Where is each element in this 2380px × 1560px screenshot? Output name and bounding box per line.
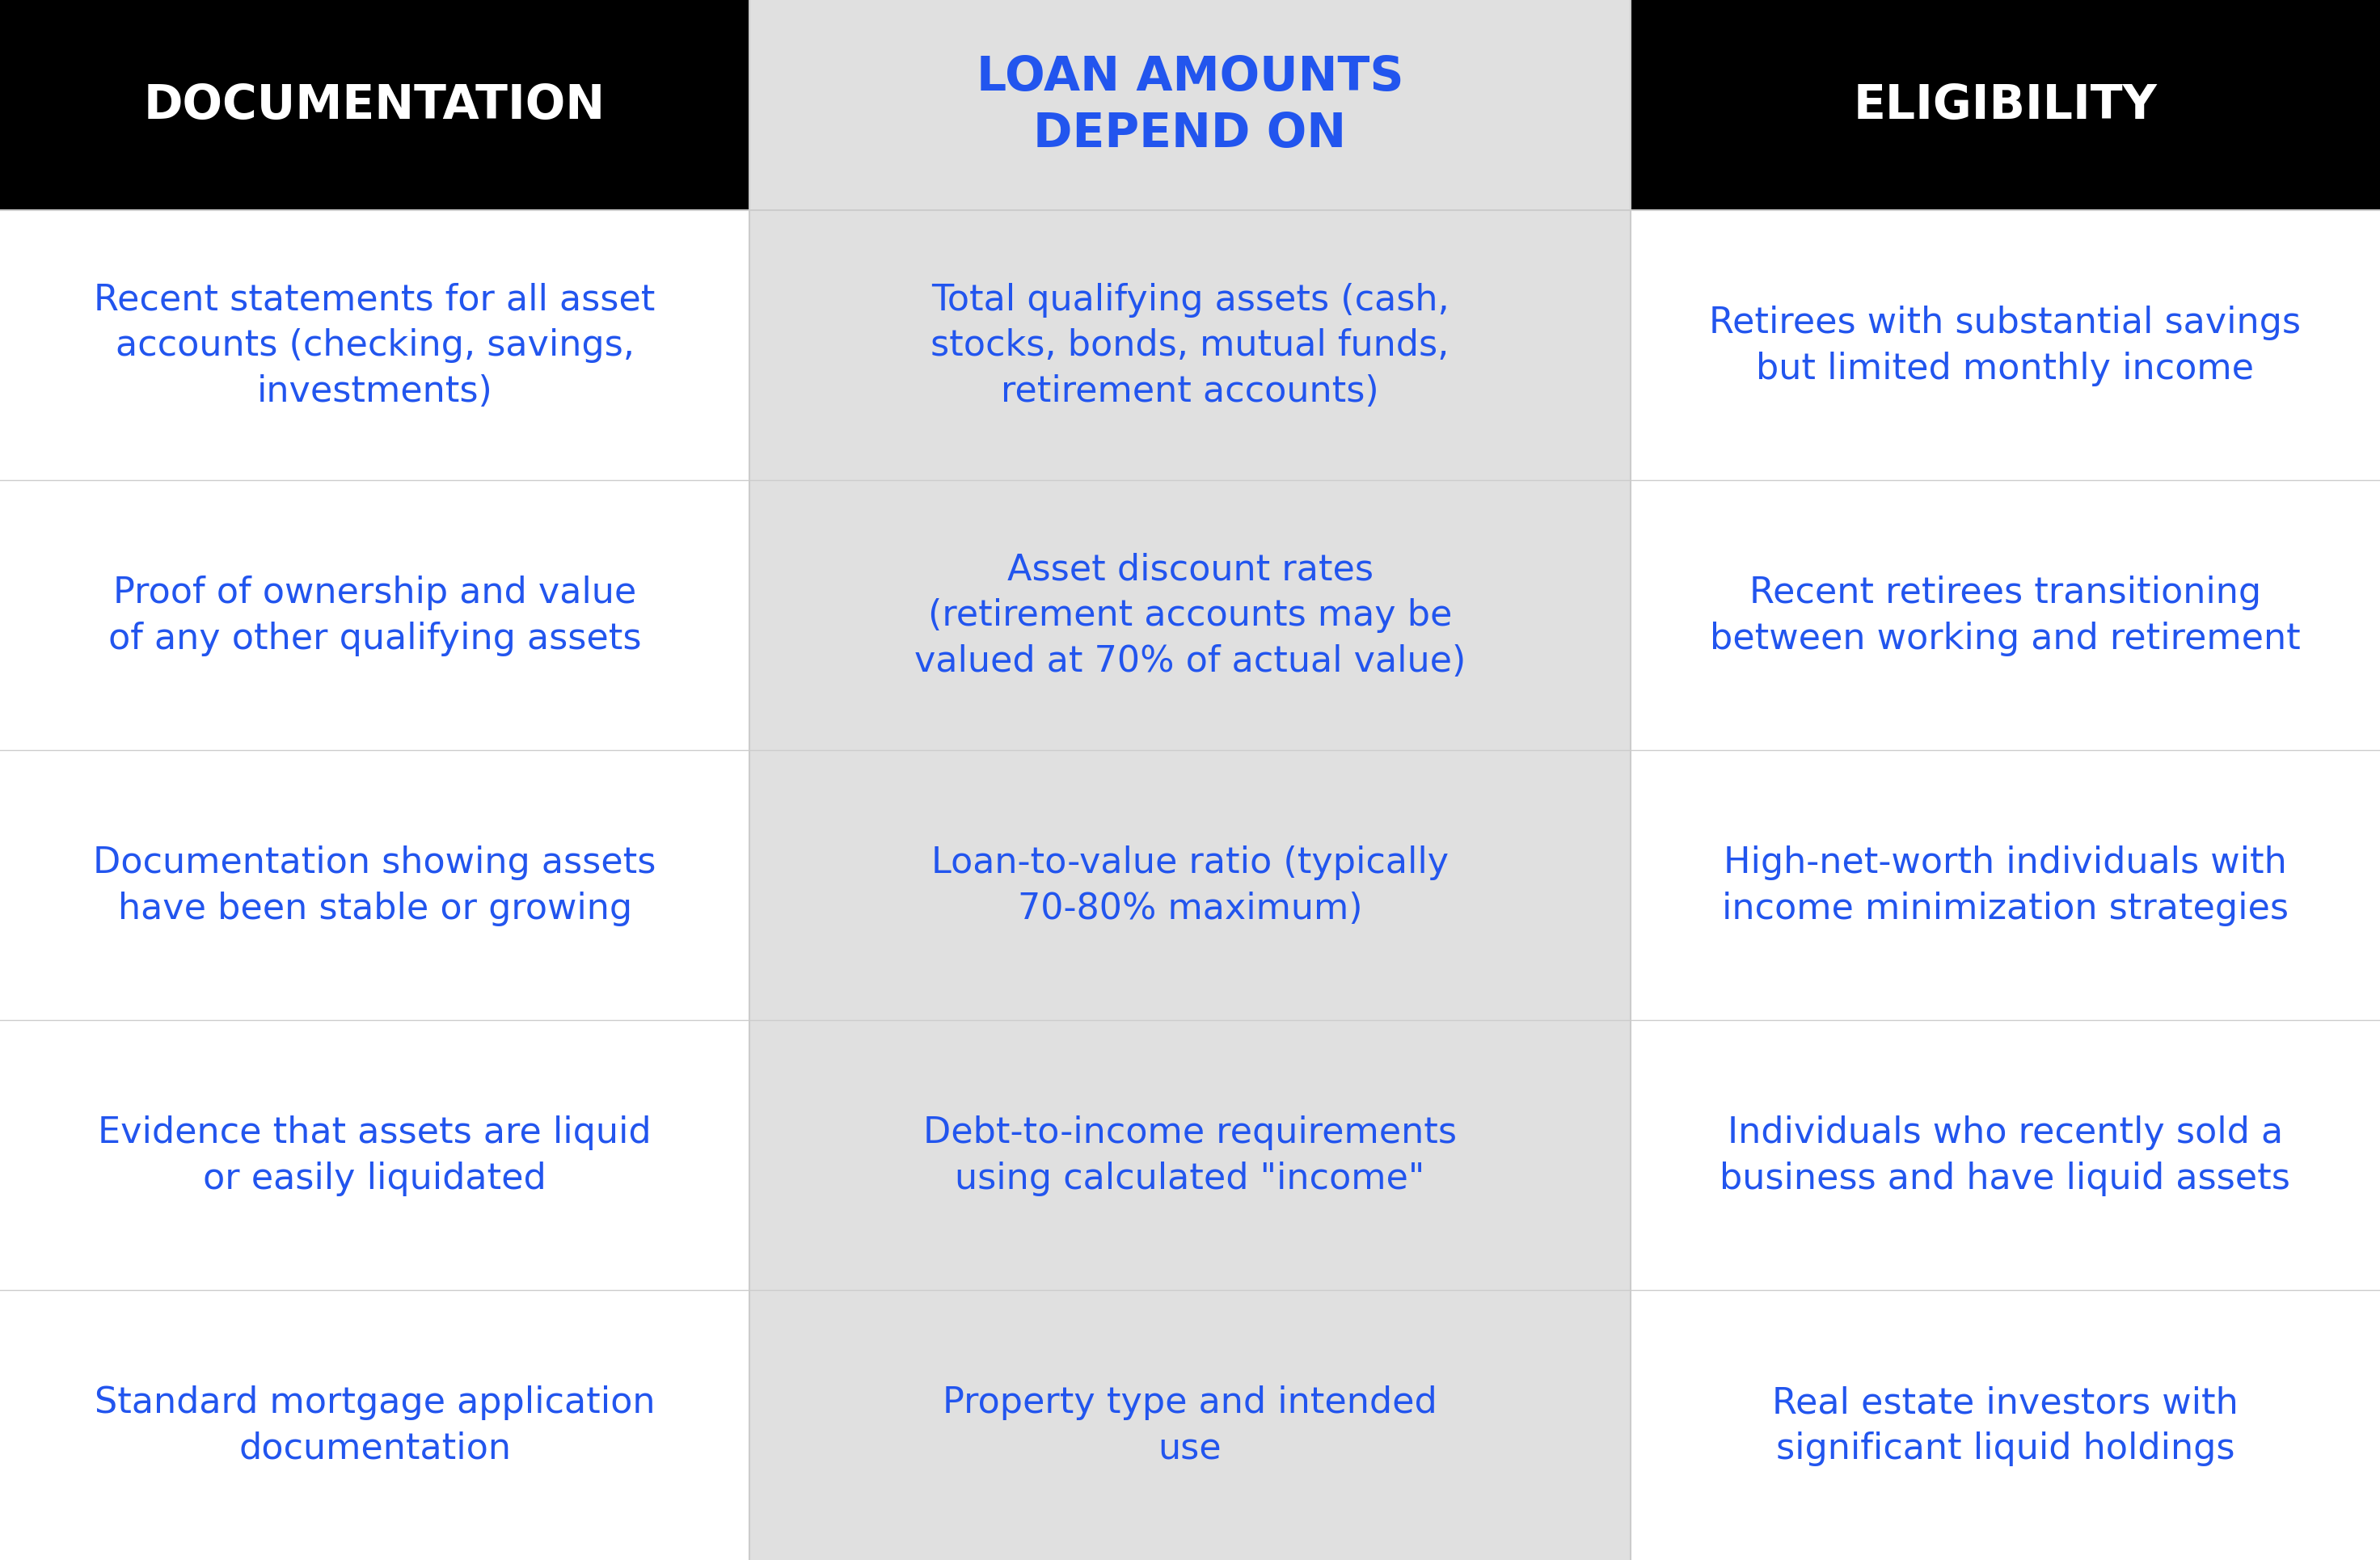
Text: Retirees with substantial savings
but limited monthly income: Retirees with substantial savings but li… [1709,306,2301,385]
Text: Standard mortgage application
documentation: Standard mortgage application documentat… [95,1385,654,1465]
Text: Property type and intended
use: Property type and intended use [942,1385,1438,1465]
Bar [0,0,750,211]
Text: Real estate investors with
significant liquid holdings: Real estate investors with significant l… [1773,1385,2237,1465]
Text: Recent statements for all asset
accounts (checking, savings,
investments): Recent statements for all asset accounts… [95,282,654,409]
Bar [1630,0,2380,211]
Text: LOAN AMOUNTS
DEPEND ON: LOAN AMOUNTS DEPEND ON [976,53,1404,158]
Text: Asset discount rates
(retirement accounts may be
valued at 70% of actual value): Asset discount rates (retirement account… [914,552,1466,679]
Text: Proof of ownership and value
of any other qualifying assets: Proof of ownership and value of any othe… [107,576,643,655]
Text: Individuals who recently sold a
business and have liquid assets: Individuals who recently sold a business… [1721,1115,2290,1195]
Text: ELIGIBILITY: ELIGIBILITY [1854,83,2156,128]
Text: Debt-to-income requirements
using calculated "income": Debt-to-income requirements using calcul… [923,1115,1457,1195]
Text: Loan-to-value ratio (typically
70-80% maximum): Loan-to-value ratio (typically 70-80% ma… [931,846,1449,925]
Text: Recent retirees transitioning
between working and retirement: Recent retirees transitioning between wo… [1709,576,2301,655]
Text: Evidence that assets are liquid
or easily liquidated: Evidence that assets are liquid or easil… [98,1115,652,1195]
Bar [750,0,1630,1560]
Text: High-net-worth individuals with
income minimization strategies: High-net-worth individuals with income m… [1721,846,2290,925]
Text: DOCUMENTATION: DOCUMENTATION [145,83,605,128]
Text: Documentation showing assets
have been stable or growing: Documentation showing assets have been s… [93,846,657,925]
Text: Total qualifying assets (cash,
stocks, bonds, mutual funds,
retirement accounts): Total qualifying assets (cash, stocks, b… [931,282,1449,409]
